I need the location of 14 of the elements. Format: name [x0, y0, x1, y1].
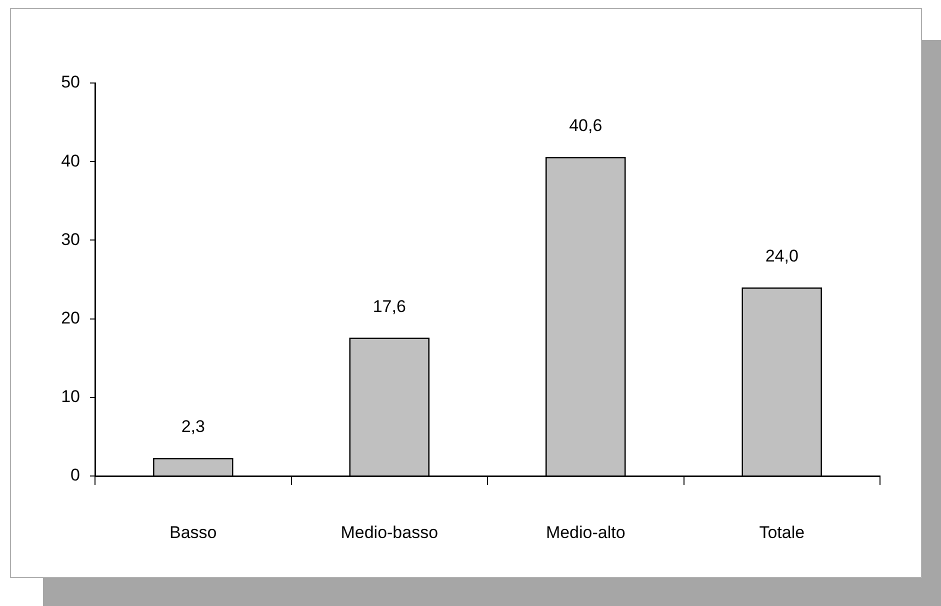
x-tick-label: Totale [759, 522, 805, 542]
data-label: 17,6 [372, 296, 406, 316]
y-tick-label: 30 [61, 230, 80, 249]
x-tick-label: Medio-basso [340, 522, 438, 542]
y-tick-label: 40 [61, 151, 80, 170]
data-label: 2,3 [181, 417, 205, 436]
x-tick-label: Basso [170, 522, 217, 542]
y-tick-label: 10 [61, 387, 80, 406]
y-tick-label: 50 [61, 72, 80, 92]
data-label: 24,0 [765, 246, 798, 266]
data-label: 40,6 [569, 116, 602, 136]
y-tick-label: 0 [70, 466, 80, 485]
x-tick-label: Medio-alto [546, 522, 626, 542]
y-tick-label: 20 [61, 308, 80, 328]
